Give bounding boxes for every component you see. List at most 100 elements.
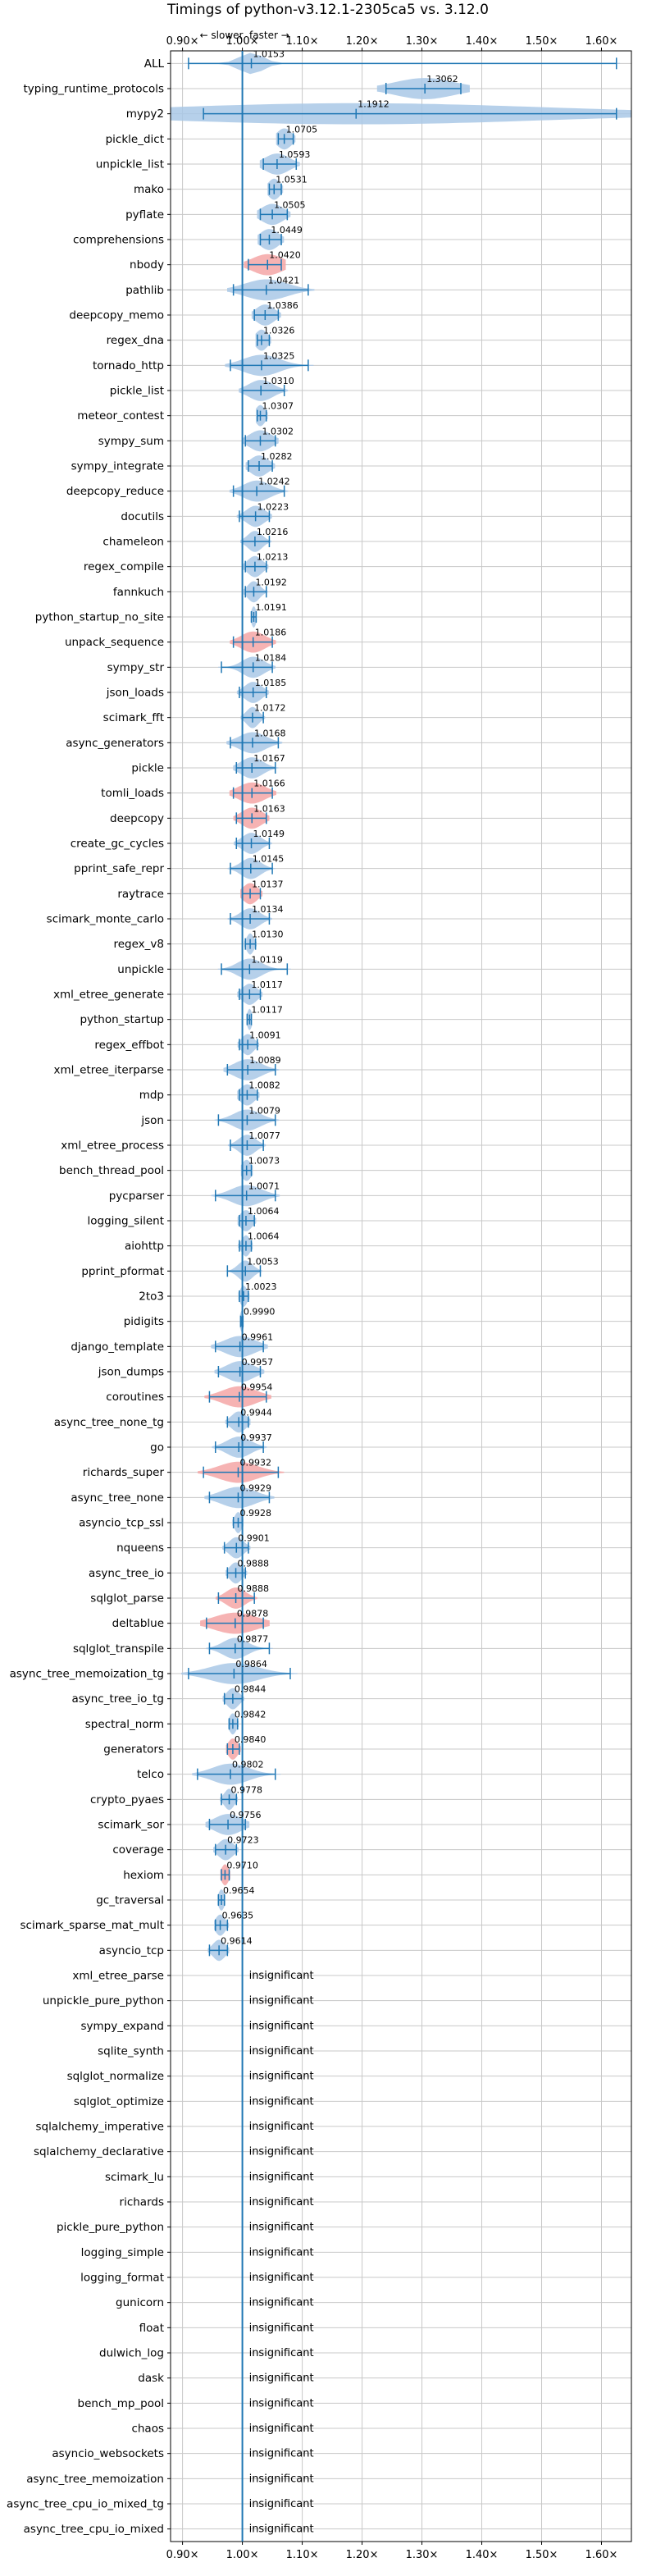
label-layer: 1.0153 1.3062 1.1912 1.0705 1.0593 1.0531 1.05… [221,48,458,2535]
benchmark-label: pickle_dict [106,133,164,146]
value-label: 1.0064 [248,1231,280,1242]
benchmark-label: sqlglot_parse [90,1592,164,1605]
benchmark-label: pycparser [109,1190,165,1203]
benchmark-label: pyflate [125,208,164,222]
benchmark-label: regex_effbot [94,1039,164,1052]
benchmark-label: logging_silent [88,1215,164,1228]
benchmark-label: unpickle [117,963,164,976]
benchmark-label: create_gc_cycles [71,838,164,851]
value-label: 1.0023 [245,1281,277,1292]
benchmark-label: sympy_integrate [71,460,164,473]
value-label: 0.9710 [226,1860,258,1870]
value-label: 0.9954 [241,1382,273,1393]
value-label: 1.3062 [426,74,458,84]
benchmark-label: sqlglot_optimize [74,2095,164,2108]
value-label: 1.0064 [248,1206,280,1217]
value-label: 0.9864 [235,1659,267,1669]
benchmark-label: crypto_pyaes [90,1793,164,1806]
benchmark-label: xml_etree_generate [53,989,164,1002]
insignificant-label: insignificant [249,2473,314,2485]
benchmark-label: async_tree_memoization [26,2473,164,2486]
benchmark-label: nqueens [116,1541,164,1555]
benchmark-label: generators [103,1743,164,1756]
x-tick-label-top: 1.60× [585,35,618,48]
benchmark-label: async_tree_cpu_io_mixed_tg [7,2498,164,2511]
value-label: 1.0082 [248,1080,280,1091]
benchmark-label: spectral_norm [85,1718,164,1731]
benchmark-label: pickle_list [110,385,164,398]
value-label: 1.1912 [358,99,390,110]
insignificant-label: insignificant [249,2071,314,2083]
benchmark-label: typing_runtime_protocols [24,83,165,96]
benchmark-label: unpack_sequence [65,636,164,649]
x-tick-label-bottom: 1.30× [406,2549,439,2561]
benchmark-label: xml_etree_process [61,1140,164,1153]
benchmark-label: regex_compile [84,560,164,573]
benchmark-label: logging_simple [81,2246,164,2259]
value-label: 1.0117 [251,1005,283,1016]
benchmark-label: meteor_contest [77,409,164,422]
value-label: 1.0386 [266,300,298,311]
benchmark-label: aiohttp [125,1240,164,1253]
insignificant-label: insignificant [249,2146,314,2158]
benchmark-label: deltablue [112,1617,164,1630]
value-label: 1.0302 [262,426,294,436]
value-label: 0.9901 [238,1533,270,1544]
value-label: 1.0531 [276,175,308,185]
insignificant-label: insignificant [249,2020,314,2032]
value-label: 1.0192 [255,577,287,587]
value-label: 0.9844 [235,1684,266,1695]
benchmark-label: float [139,2322,164,2335]
benchmark-label: richards [120,2196,164,2209]
x-tick-label-top: 1.10× [286,35,319,48]
value-label: 1.0145 [253,854,285,865]
benchmark-label: asyncio_websockets [52,2447,164,2460]
benchmark-label: richards_super [83,1466,165,1479]
benchmark-label: sqlglot_normalize [67,2070,164,2083]
benchmark-label: chaos [131,2423,164,2436]
x-tick-label-bottom: 0.90× [166,2549,199,2561]
value-label: 0.9842 [235,1709,266,1720]
insignificant-label: insignificant [249,2523,314,2536]
benchmark-label: scimark_lu [105,2171,164,2184]
benchmark-label: async_tree_cpu_io_mixed [24,2523,164,2536]
benchmark-label: comprehensions [73,234,164,247]
benchmark-label: bench_thread_pool [59,1164,164,1177]
insignificant-label: insignificant [249,2246,314,2259]
benchmark-label: ALL [144,57,165,71]
value-label: 1.0167 [253,753,285,764]
benchmark-label: async_tree_none [71,1491,164,1505]
benchmark-label: regex_dna [107,334,164,347]
value-label: 1.0153 [253,48,285,59]
value-label: 1.0053 [247,1256,279,1267]
benchmark-label: nbody [130,258,164,272]
value-label: 0.9944 [240,1407,272,1418]
benchmark-label: tomli_loads [101,787,164,800]
insignificant-label: insignificant [249,1970,314,1982]
insignificant-label: insignificant [249,2121,314,2133]
benchmark-label: coroutines [106,1391,164,1404]
benchmark-label: unpickle_pure_python [43,1994,164,2007]
slower-direction-label: ← slower [200,30,244,41]
value-label: 1.0705 [286,124,318,135]
benchmark-label: sympy_str [107,661,165,674]
value-label: 0.9654 [223,1885,255,1896]
insignificant-label: insignificant [249,2171,314,2183]
benchmark-label: json_loads [106,687,164,700]
benchmark-label: pprint_pformat [81,1265,164,1278]
value-label: 1.0137 [252,879,284,889]
value-label: 1.0071 [248,1181,280,1191]
benchmark-label: hexiom [123,1869,164,1882]
benchmark-label: sympy_sum [98,435,164,448]
value-label: 1.0421 [268,275,300,285]
benchmark-label: chameleon [102,536,164,549]
benchmark-label: pprint_safe_repr [74,862,164,875]
insignificant-label: insignificant [249,2448,314,2460]
benchmark-label: django_template [71,1341,164,1354]
value-label: 1.0593 [279,149,311,160]
insignificant-label: insignificant [249,2322,314,2334]
insignificant-label: insignificant [249,2423,314,2435]
value-label: 1.0325 [263,350,295,361]
insignificant-label: insignificant [249,2272,314,2284]
value-label: 0.9778 [231,1784,263,1795]
